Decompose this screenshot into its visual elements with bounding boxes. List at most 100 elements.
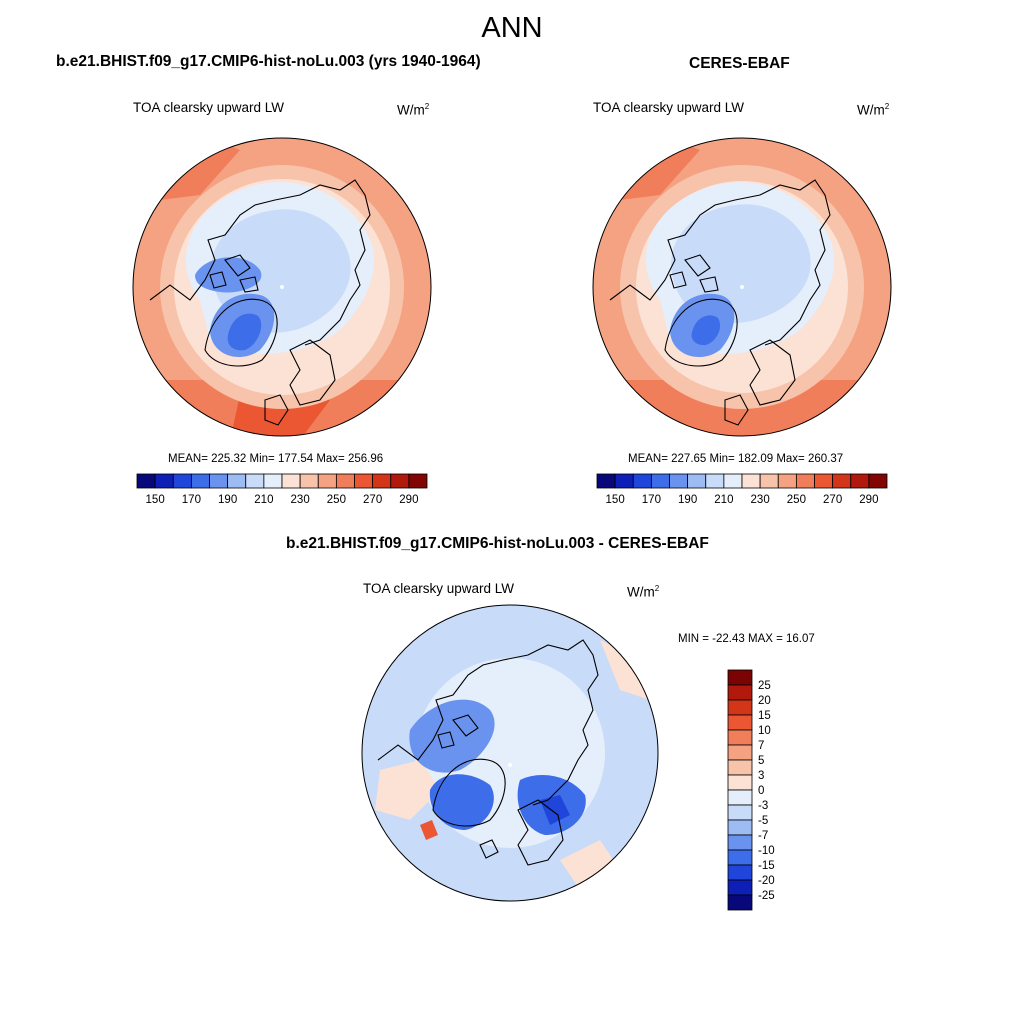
figure-title: ANN: [481, 12, 543, 44]
diff-colorbar-box: [727, 744, 753, 761]
diff-colorbar-tick-label: -10: [758, 845, 775, 857]
model-colorbar-box: [281, 473, 301, 489]
diff-colorbar-box: [727, 729, 753, 746]
diff-colorbar-box: [727, 699, 753, 716]
diff-colorbar-tick-label: 3: [758, 770, 764, 782]
diff-colorbar-box: [727, 804, 753, 821]
diff-colorbar-tick-label: 25: [758, 680, 771, 692]
obs-colorbar-box: [777, 473, 797, 489]
diff-colorbar-tick-label: 15: [758, 710, 771, 722]
diff-panel-title: b.e21.BHIST.f09_g17.CMIP6-hist-noLu.003 …: [286, 535, 709, 552]
obs-colorbar-box: [705, 473, 725, 489]
diff-colorbar-tick-label: 7: [758, 740, 764, 752]
obs-colorbar-box: [614, 473, 634, 489]
diff-colorbar-box: [727, 879, 753, 896]
model-colorbar-box: [335, 473, 355, 489]
model-panel-title: b.e21.BHIST.f09_g17.CMIP6-hist-noLu.003 …: [56, 53, 481, 70]
model-colorbar-tick-label: 170: [182, 494, 201, 506]
model-colorbar-box: [354, 473, 374, 489]
obs-colorbar-box: [759, 473, 779, 489]
model-variable-label: TOA clearsky upward LW: [133, 100, 285, 115]
obs-colorbar-box: [669, 473, 689, 489]
obs-colorbar-box: [596, 473, 616, 489]
model-colorbar-tick-label: 270: [363, 494, 382, 506]
obs-polar-map: [593, 138, 891, 436]
obs-colorbar-box: [632, 473, 652, 489]
obs-colorbar-box: [741, 473, 761, 489]
diff-colorbar-tick-label: -3: [758, 800, 768, 812]
model-colorbar-box: [263, 473, 283, 489]
diff-colorbar: 25 20 15 10 7 5 3 0 -3 -5 -7 -10 -15 -20 -25: [727, 669, 775, 911]
model-colorbar-box: [172, 473, 192, 489]
diff-colorbar-tick-label: -15: [758, 860, 775, 872]
obs-map-border: [592, 137, 892, 437]
model-colorbar-box: [245, 473, 265, 489]
model-field-greenland-core: [227, 313, 262, 351]
diff-field-cold-core: [540, 795, 570, 825]
model-stats: MEAN= 225.32 Min= 177.54 Max= 256.96: [168, 453, 384, 465]
diff-colorbar-box: [727, 819, 753, 836]
model-colorbar-box: [209, 473, 229, 489]
diff-stats: MIN = -22.43 MAX = 16.07: [678, 633, 815, 645]
obs-colorbar-tick-label: 150: [606, 494, 625, 506]
obs-colorbar-box: [814, 473, 834, 489]
diff-colorbar-tick-label: 5: [758, 755, 764, 767]
model-map-border: [132, 137, 432, 437]
diff-field-cold-greenland: [429, 774, 494, 830]
diff-colorbar-tick-label: 10: [758, 725, 771, 737]
diff-colorbar-tick-label: -7: [758, 830, 768, 842]
diff-map-border: [361, 604, 659, 902]
diff-colorbar-tick-label: 0: [758, 785, 764, 797]
diff-colorbar-box: [727, 894, 753, 911]
obs-colorbar-tick-label: 230: [751, 494, 770, 506]
model-colorbar-tick-label: 150: [146, 494, 165, 506]
obs-variable-label: TOA clearsky upward LW: [593, 100, 745, 115]
diff-colorbar-tick-label: -20: [758, 875, 775, 887]
diff-colorbar-tick-label: -25: [758, 890, 775, 902]
obs-field-greenland-core: [691, 315, 721, 346]
diff-field-cold-archipelago: [409, 699, 495, 773]
obs-colorbar-tick-label: 170: [642, 494, 661, 506]
obs-colorbar-box: [868, 473, 888, 489]
model-colorbar-box: [190, 473, 210, 489]
diff-variable-label: TOA clearsky upward LW: [363, 581, 515, 596]
model-colorbar-box: [408, 473, 428, 489]
diff-units-label: W/m2: [627, 584, 660, 600]
diff-field-warm-w: [375, 760, 440, 820]
diff-colorbar-box: [727, 834, 753, 851]
model-colorbar-box: [317, 473, 337, 489]
model-polar-map: [133, 138, 431, 436]
obs-colorbar-box: [795, 473, 815, 489]
model-pole-marker: [280, 285, 284, 289]
model-colorbar-box: [372, 473, 392, 489]
diff-colorbar-box: [727, 789, 753, 806]
obs-colorbar-tick-label: 210: [714, 494, 733, 506]
model-colorbar-tick-label: 290: [399, 494, 418, 506]
diff-colorbar-tick-label: -5: [758, 815, 768, 827]
obs-colorbar: 150 170 190 210 230 250 270 290: [596, 473, 888, 506]
diff-field-warm-spot: [420, 820, 438, 840]
model-colorbar-tick-label: 230: [291, 494, 310, 506]
obs-colorbar-tick-label: 270: [823, 494, 842, 506]
diff-polar-map: [362, 605, 658, 901]
diff-colorbar-box: [727, 669, 753, 686]
model-colorbar-box: [390, 473, 410, 489]
diff-coastlines: [377, 639, 599, 866]
diff-pole-marker: [508, 763, 512, 767]
obs-field-inner: [671, 204, 811, 324]
obs-units-label: W/m2: [857, 102, 890, 118]
obs-colorbar-box: [832, 473, 852, 489]
model-colorbar-box: [136, 473, 156, 489]
diff-colorbar-box: [727, 864, 753, 881]
model-coastlines: [149, 179, 371, 426]
obs-colorbar-tick-label: 250: [787, 494, 806, 506]
diff-colorbar-box: [727, 849, 753, 866]
diff-field-warm-ne: [600, 640, 650, 700]
obs-colorbar-box: [650, 473, 670, 489]
diff-colorbar-box: [727, 759, 753, 776]
obs-pole-marker: [740, 285, 744, 289]
model-colorbar-tick-label: 250: [327, 494, 346, 506]
model-colorbar-box: [299, 473, 319, 489]
model-colorbar-box: [154, 473, 174, 489]
